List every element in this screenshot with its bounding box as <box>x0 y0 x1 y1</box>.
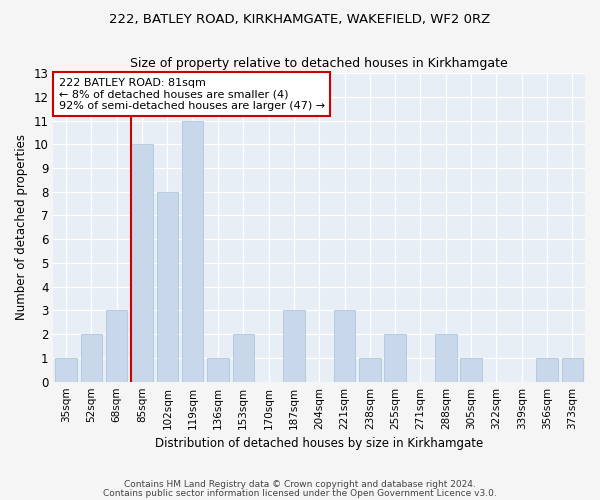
Bar <box>562 358 583 382</box>
Bar <box>435 334 457 382</box>
Bar <box>80 334 102 382</box>
Bar <box>131 144 153 382</box>
Bar <box>334 310 355 382</box>
Bar <box>536 358 558 382</box>
Text: 222 BATLEY ROAD: 81sqm
← 8% of detached houses are smaller (4)
92% of semi-detac: 222 BATLEY ROAD: 81sqm ← 8% of detached … <box>59 78 325 111</box>
Text: Contains public sector information licensed under the Open Government Licence v3: Contains public sector information licen… <box>103 488 497 498</box>
Bar <box>182 120 203 382</box>
Bar <box>55 358 77 382</box>
Bar <box>207 358 229 382</box>
Bar <box>157 192 178 382</box>
Bar <box>233 334 254 382</box>
Bar <box>283 310 305 382</box>
Text: 222, BATLEY ROAD, KIRKHAMGATE, WAKEFIELD, WF2 0RZ: 222, BATLEY ROAD, KIRKHAMGATE, WAKEFIELD… <box>109 12 491 26</box>
Bar <box>106 310 127 382</box>
Y-axis label: Number of detached properties: Number of detached properties <box>15 134 28 320</box>
Text: Contains HM Land Registry data © Crown copyright and database right 2024.: Contains HM Land Registry data © Crown c… <box>124 480 476 489</box>
Bar <box>359 358 380 382</box>
Title: Size of property relative to detached houses in Kirkhamgate: Size of property relative to detached ho… <box>130 58 508 70</box>
X-axis label: Distribution of detached houses by size in Kirkhamgate: Distribution of detached houses by size … <box>155 437 484 450</box>
Bar <box>460 358 482 382</box>
Bar <box>385 334 406 382</box>
